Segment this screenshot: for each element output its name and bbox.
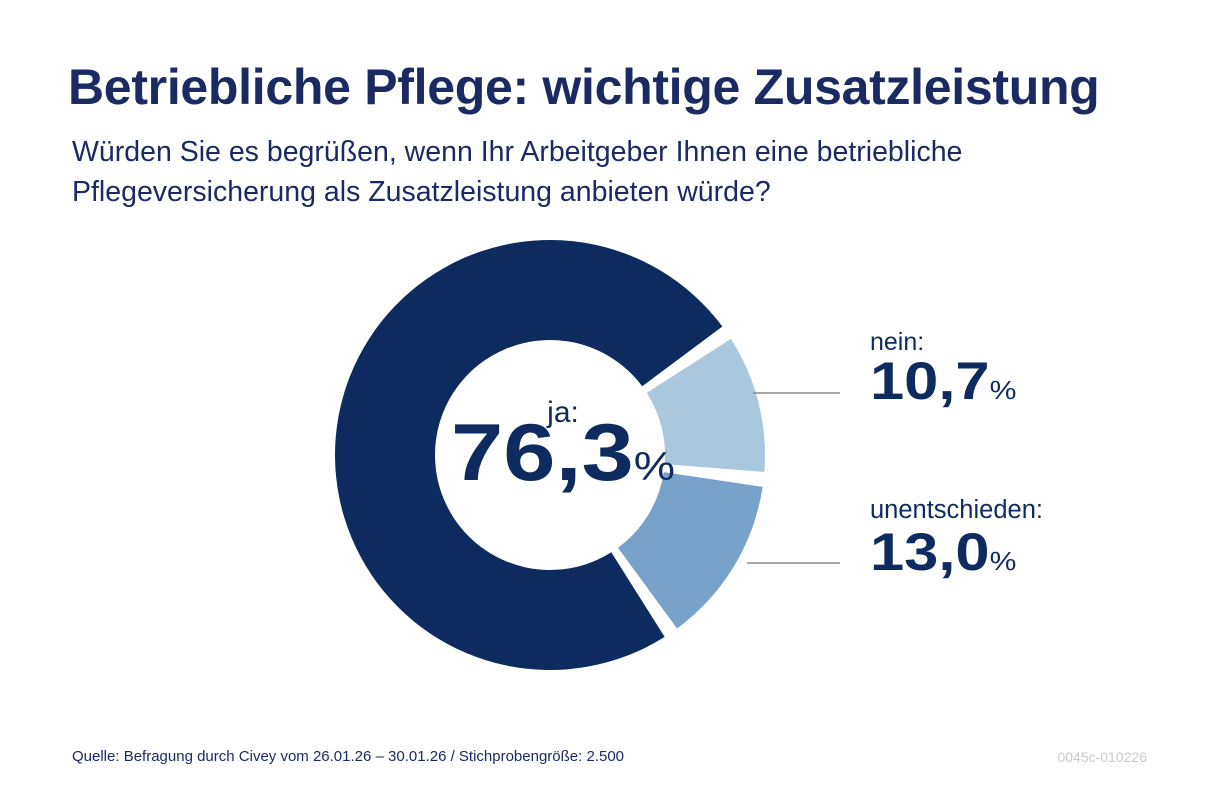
svg-text:13,0%: 13,0% [870,523,1016,582]
svg-text:10,7%: 10,7% [870,352,1016,411]
svg-text:76,3%: 76,3% [451,407,675,497]
svg-text:unentschieden:: unentschieden: [870,496,1043,524]
